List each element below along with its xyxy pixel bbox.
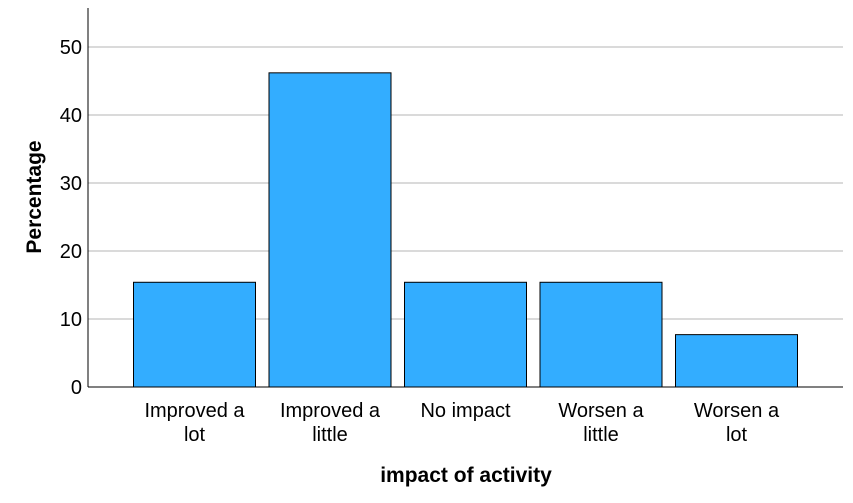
y-tick-label: 50 xyxy=(60,37,82,59)
bar xyxy=(133,281,256,388)
bar xyxy=(404,281,527,388)
bar xyxy=(675,334,798,388)
x-axis-title: impact of activity xyxy=(380,464,552,487)
gridlines xyxy=(88,46,843,320)
y-tick-label: 20 xyxy=(60,241,82,263)
x-category-labels: Improved a lot Improved a little No impact Wo… xyxy=(144,400,780,446)
y-tick-label: 40 xyxy=(60,105,82,127)
y-tick-labels: 0 10 20 30 40 50 xyxy=(60,37,82,399)
x-category-label: Worsen a lot xyxy=(694,400,780,446)
x-category-label: Improved a little xyxy=(280,400,381,446)
y-tick-label: 0 xyxy=(71,377,82,399)
y-tick-label: 30 xyxy=(60,173,82,195)
bar xyxy=(539,281,663,388)
y-tick-label: 10 xyxy=(60,309,82,331)
x-category-label: No impact xyxy=(420,400,510,422)
x-category-label: Worsen a little xyxy=(558,400,644,446)
bars xyxy=(133,72,798,388)
bar xyxy=(268,72,392,388)
y-axis-title: Percentage xyxy=(23,140,46,253)
x-category-label: Improved a lot xyxy=(144,400,245,446)
